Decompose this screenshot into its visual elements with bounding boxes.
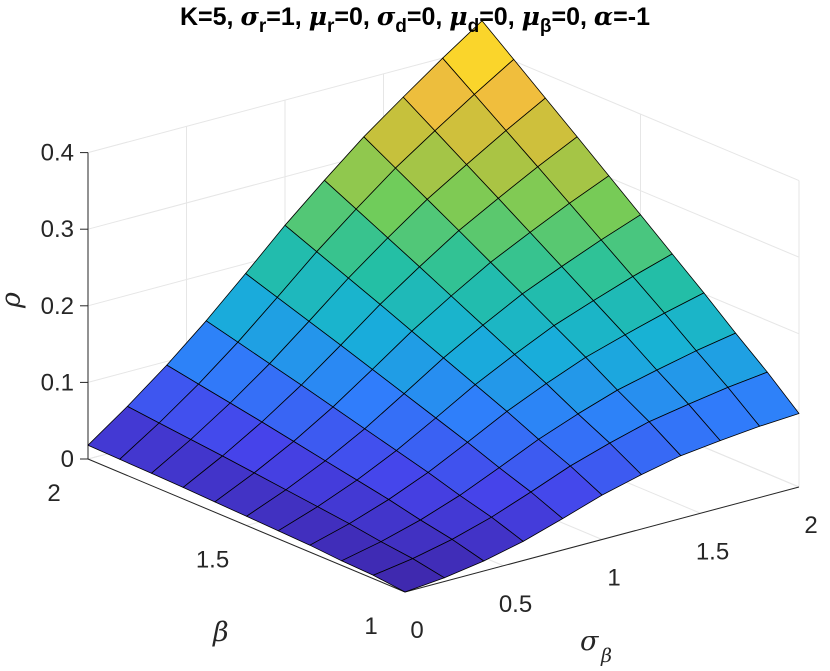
surface-mesh <box>87 20 800 593</box>
title-part: σ <box>240 2 259 31</box>
z-tick-label: 0.3 <box>41 216 74 243</box>
y-axis-line <box>87 458 406 593</box>
tick-labels: 0 0.1 0.2 0.3 0.4 0 0.5 1 1.5 2 1 1.5 2 <box>41 140 818 644</box>
x-axis-line <box>404 486 800 593</box>
surface-patch <box>372 558 445 593</box>
y-tick-label: 1 <box>364 613 377 640</box>
x-axis-label-subscript: β <box>600 645 612 667</box>
title-part: α <box>594 2 613 31</box>
x-tick-label: 2 <box>804 512 817 539</box>
z-tick-label: 0.2 <box>41 293 74 320</box>
title-part: r <box>327 16 335 37</box>
title-part: =1, <box>266 3 308 31</box>
x-tick-label: 1 <box>607 565 620 592</box>
title-part: =0, <box>552 3 594 31</box>
title-part: μ <box>449 2 467 31</box>
z-axis-label: ρ <box>0 292 27 309</box>
y-tick-label: 2 <box>47 480 60 507</box>
title-part: β <box>540 16 552 37</box>
y-axis-label: β <box>212 617 229 648</box>
chart-title: K=5, σr=1, μr=0, σd=0, μd=0, μβ=0, α=-1 <box>180 2 650 37</box>
title-part: σ <box>377 2 396 31</box>
title-part: d <box>395 16 407 37</box>
title-part: r <box>259 16 267 37</box>
x-tick-label: 0.5 <box>499 591 532 618</box>
z-tick-label: 0.1 <box>41 369 74 396</box>
title-part: d <box>468 16 480 37</box>
x-tick-label: 1.5 <box>696 538 729 565</box>
title-part: =0, <box>479 3 521 31</box>
title-part: =0, <box>334 3 376 31</box>
z-tick-label: 0 <box>61 446 74 473</box>
x-axis-label: σ β <box>580 626 612 667</box>
x-axis-label-main: σ <box>580 626 600 657</box>
z-tick-label: 0.4 <box>41 140 74 167</box>
title-part: K=5, <box>180 3 240 31</box>
y-tick-label: 1.5 <box>196 547 229 574</box>
x-tick-label: 0 <box>410 617 423 644</box>
title-part: =0, <box>407 3 449 31</box>
title-part: =-1 <box>613 3 650 31</box>
title-part: μ <box>309 2 327 31</box>
title-part: μ <box>522 2 540 31</box>
